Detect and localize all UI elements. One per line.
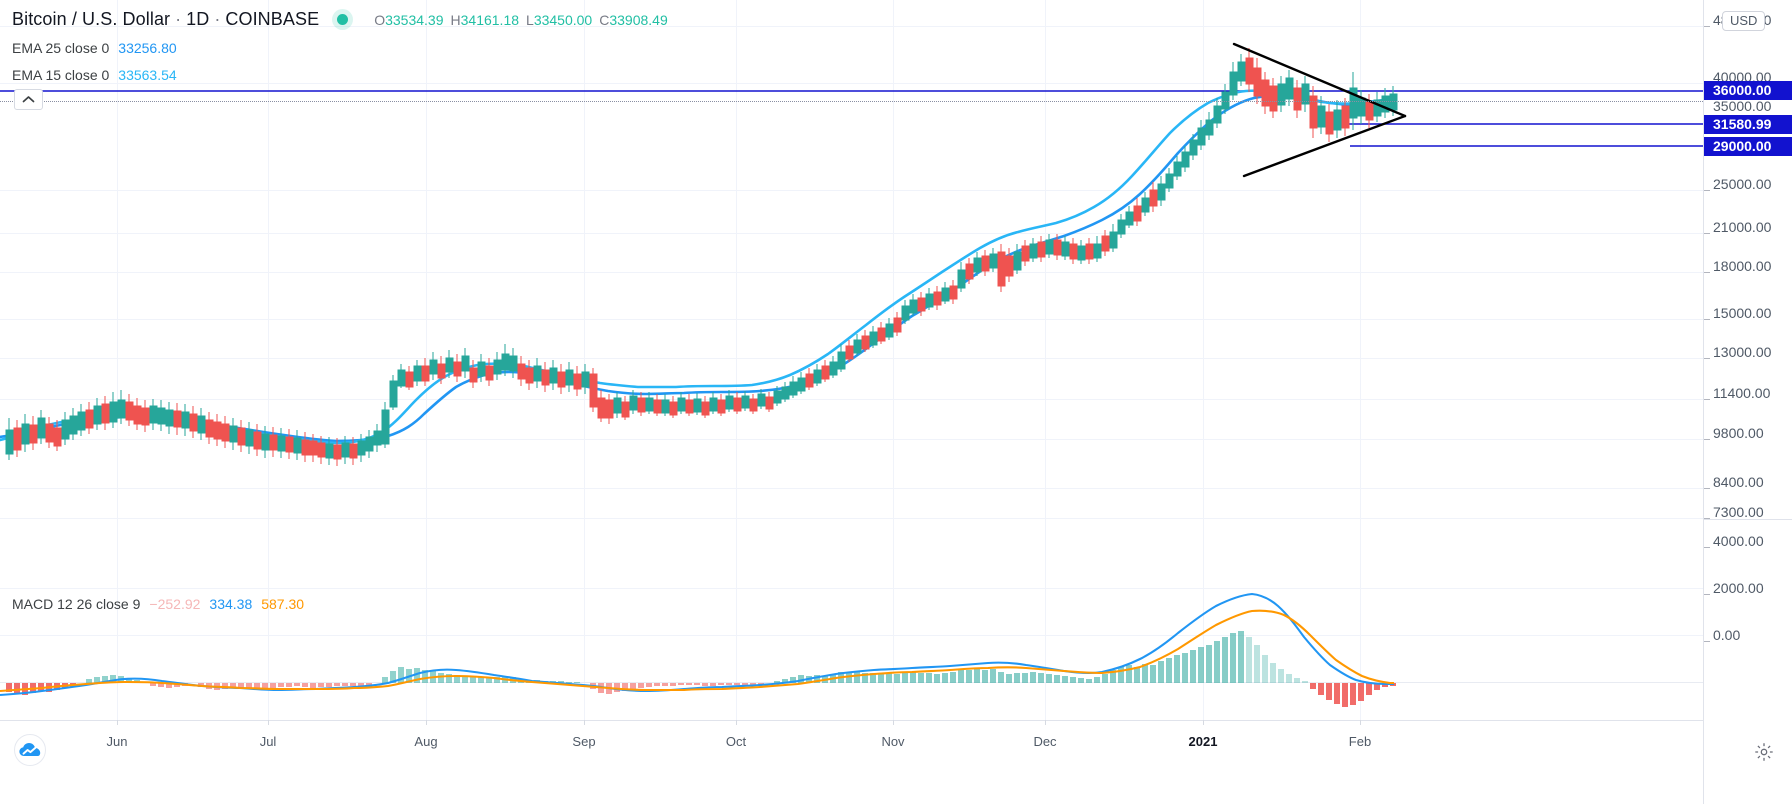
macd-indicator-pane[interactable] [0, 573, 1703, 720]
price-axis-label-35000: 35000.00 [1713, 98, 1772, 114]
time-axis-label-dec: Dec [1033, 734, 1057, 749]
price-scale-axis[interactable]: 48000.00 40000.00 35000.00 25000.00 2100… [1703, 0, 1792, 720]
time-tick [736, 720, 737, 725]
macd-axis-label-2000: 2000.00 [1713, 580, 1764, 596]
price-scale-pane-divider [1704, 519, 1792, 520]
time-tick [268, 720, 269, 725]
time-axis-label-jul: Jul [259, 734, 277, 749]
time-axis[interactable]: Jun Jul Aug Sep Oct Nov Dec 2021 Feb [0, 720, 1703, 804]
axis-tick [1704, 518, 1710, 519]
price-axis-label-25000: 25000.00 [1713, 176, 1772, 192]
macd-vertical-gridlines [117, 573, 1361, 720]
axis-tick [1704, 26, 1710, 27]
axis-tick [1704, 594, 1710, 595]
gear-icon [1755, 743, 1773, 761]
axis-tick [1704, 547, 1710, 548]
price-chart-canvas[interactable] [0, 0, 1703, 573]
price-badge-29000[interactable]: 29000.00 [1704, 137, 1792, 156]
axis-tick [1704, 233, 1710, 234]
axis-tick [1704, 190, 1710, 191]
time-tick [893, 720, 894, 725]
price-chart-pane[interactable] [0, 0, 1703, 573]
price-scale-time-corner [1703, 720, 1792, 804]
price-axis-label-8400: 8400.00 [1713, 474, 1764, 490]
macd-chart-canvas[interactable] [0, 573, 1703, 720]
time-tick [117, 720, 118, 725]
ema25-line [0, 94, 1394, 443]
price-axis-label-40000: 40000.00 [1713, 69, 1772, 85]
price-level-lines [0, 90, 1703, 147]
macd-signal-line [0, 609, 1394, 693]
macd-axis-label-0: 0.00 [1713, 627, 1741, 643]
time-tick [1045, 720, 1046, 725]
price-axis-label-9800: 9800.00 [1713, 425, 1764, 441]
chevron-up-icon [22, 96, 35, 103]
axis-tick [1704, 399, 1710, 400]
candlestick-series [5, 48, 1398, 466]
axis-tick [1704, 641, 1710, 642]
axis-tick [1704, 439, 1710, 440]
cloud-chart-icon [19, 743, 41, 756]
time-axis-label-2021: 2021 [1188, 734, 1218, 749]
chart-settings-gear[interactable] [1754, 742, 1774, 762]
price-axis-label-7300: 7300.00 [1713, 504, 1764, 520]
tradingview-logo[interactable] [14, 734, 46, 766]
price-axis-label-15000: 15000.00 [1713, 305, 1772, 321]
price-badge-31580[interactable]: 31580.99 [1704, 115, 1792, 134]
axis-tick [1704, 272, 1710, 273]
price-axis-label-18000: 18000.00 [1713, 258, 1772, 274]
collapse-pane-button[interactable] [14, 89, 43, 110]
horizontal-gridlines [0, 26, 1703, 519]
time-axis-label-jun: Jun [106, 734, 128, 749]
crosshair-guide-line [0, 101, 1703, 102]
price-axis-label-21000: 21000.00 [1713, 219, 1772, 235]
time-axis-label-sep: Sep [572, 734, 596, 749]
time-tick [1360, 720, 1361, 725]
currency-chip[interactable]: USD [1722, 11, 1766, 31]
vertical-gridlines [117, 0, 1361, 573]
time-axis-label-feb: Feb [1348, 734, 1372, 749]
time-axis-label-nov: Nov [881, 734, 905, 749]
price-axis-label-11400: 11400.00 [1713, 385, 1771, 401]
axis-tick [1704, 358, 1710, 359]
time-axis-border [0, 720, 1703, 721]
ema15-line [0, 89, 1394, 445]
time-axis-label-oct: Oct [725, 734, 747, 749]
price-axis-label-13000: 13000.00 [1713, 344, 1772, 360]
price-badge-36000[interactable]: 36000.00 [1704, 81, 1792, 100]
time-tick [584, 720, 585, 725]
macd-gridlines [0, 588, 1703, 636]
axis-tick [1704, 488, 1710, 489]
macd-axis-label-4000: 4000.00 [1713, 533, 1764, 549]
axis-tick [1704, 319, 1710, 320]
time-axis-label-aug: Aug [414, 734, 438, 749]
time-tick [1203, 720, 1204, 725]
time-tick [426, 720, 427, 725]
triangle-pattern-drawing [1232, 42, 1407, 178]
